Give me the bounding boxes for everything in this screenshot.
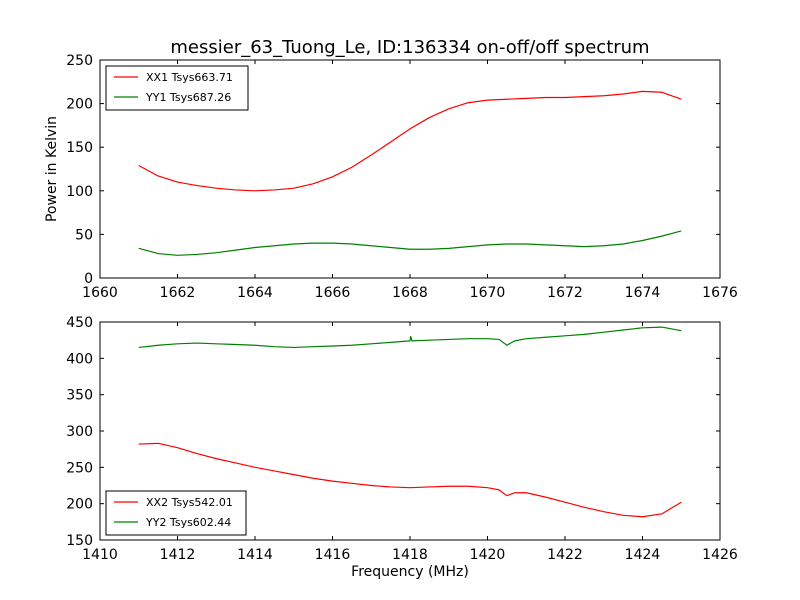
y-tick-label: 200 — [66, 497, 93, 513]
legend-label: XX1 Tsys663.71 — [146, 71, 233, 84]
series-line-yy1 — [138, 230, 682, 256]
x-tick-label: 1662 — [160, 285, 196, 301]
bottom-panel: 1410 1412 1414 1416 1418 1420 1422 1424 1426 150 2… — [66, 315, 738, 563]
y-tick-label: 200 — [66, 97, 93, 113]
y-tick-label: 0 — [84, 271, 93, 287]
x-tick-label: 1660 — [82, 285, 118, 301]
y-tick-label: 150 — [66, 533, 93, 549]
x-tick-label: 1672 — [547, 285, 583, 301]
legend-box — [105, 65, 249, 111]
bottom-x-axis-label: Frequency (MHz) — [351, 564, 469, 580]
top-y-axis-label: Power in Kelvin — [44, 116, 60, 222]
top-panel: 1660 1662 1664 1666 1668 1670 1672 1674 1676 0 50 1… — [66, 53, 738, 301]
x-tick-label: 1670 — [470, 285, 506, 301]
x-tick-label: 1666 — [315, 285, 351, 301]
legend: XX1 Tsys663.71 YY1 Tsys687.26 — [105, 65, 249, 111]
y-tick-label: 400 — [66, 351, 93, 367]
x-tick-label: 1414 — [237, 547, 273, 563]
x-tick-label: 1410 — [82, 547, 118, 563]
x-tick-label: 1676 — [702, 285, 738, 301]
series-line-yy2 — [138, 326, 682, 349]
legend-label: YY1 Tsys687.26 — [145, 91, 231, 104]
x-tick-label: 1416 — [315, 547, 351, 563]
legend: XX2 Tsys542.01 YY2 Tsys602.44 — [105, 490, 247, 536]
x-tick-label: 1674 — [625, 285, 661, 301]
x-tick-label: 1426 — [702, 547, 738, 563]
x-tick-label: 1418 — [392, 547, 428, 563]
legend-box — [105, 490, 247, 536]
y-tick-label: 150 — [66, 140, 93, 156]
x-tick-label: 1424 — [625, 547, 661, 563]
y-tick-label: 250 — [66, 53, 93, 69]
y-tick-label: 300 — [66, 424, 93, 440]
x-tick-label: 1664 — [237, 285, 273, 301]
chart-title: messier_63_Tuong_Le, ID:136334 on-off/of… — [170, 37, 649, 58]
series-line-xx1 — [138, 90, 682, 192]
y-tick-label: 100 — [66, 184, 93, 200]
y-tick-label: 250 — [66, 460, 93, 476]
x-tick-label: 1668 — [392, 285, 428, 301]
x-tick-label: 1422 — [547, 547, 583, 563]
y-tick-label: 50 — [75, 227, 93, 243]
legend-label: XX2 Tsys542.01 — [146, 496, 233, 509]
y-tick-label: 350 — [66, 388, 93, 404]
legend-label: YY2 Tsys602.44 — [145, 516, 231, 529]
series-line-xx2 — [138, 442, 682, 518]
x-tick-label: 1420 — [470, 547, 506, 563]
y-tick-label: 450 — [66, 315, 93, 331]
x-tick-label: 1412 — [160, 547, 196, 563]
